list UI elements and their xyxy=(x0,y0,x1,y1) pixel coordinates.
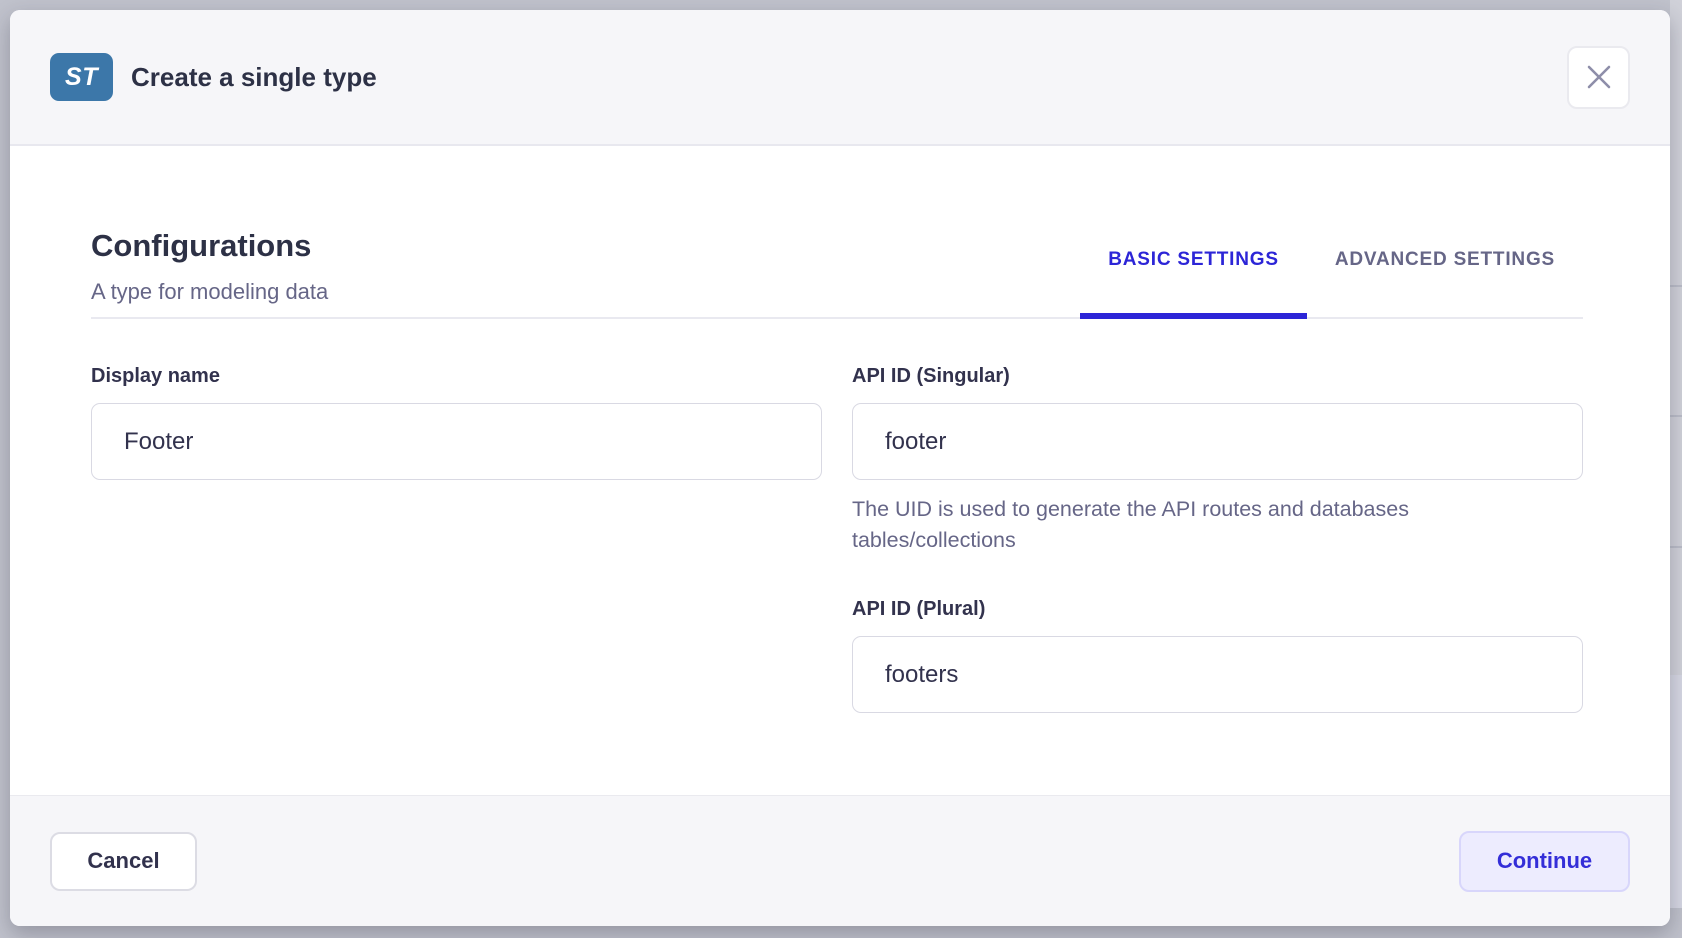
background-row-divider xyxy=(1670,285,1682,287)
configurations-form: Display name API ID (Singular) The UID i… xyxy=(91,365,1583,713)
single-type-badge-icon: ST xyxy=(50,53,113,101)
api-id-singular-field: API ID (Singular) The UID is used to gen… xyxy=(852,365,1583,556)
api-id-plural-field: API ID (Plural) xyxy=(852,598,1583,713)
close-icon xyxy=(1584,62,1614,92)
section-title: Configurations xyxy=(91,228,312,263)
tab-advanced-settings[interactable]: ADVANCED SETTINGS xyxy=(1334,249,1555,270)
display-name-label: Display name xyxy=(91,365,220,387)
background-page-edge-bottom xyxy=(1670,908,1682,938)
api-id-singular-label: API ID (Singular) xyxy=(852,365,1010,387)
create-single-type-modal: ST Create a single type Configurations A… xyxy=(10,10,1670,926)
api-id-plural-input[interactable] xyxy=(852,636,1583,713)
background-row-divider xyxy=(1670,546,1682,548)
display-name-field: Display name xyxy=(91,365,822,480)
modal-body: Configurations A type for modeling data … xyxy=(10,146,1670,795)
tab-basic-settings[interactable]: BASIC SETTINGS xyxy=(1080,218,1307,319)
configurations-titles: Configurations A type for modeling data xyxy=(91,218,328,317)
section-subtitle: A type for modeling data xyxy=(91,279,329,304)
background-page-edge xyxy=(1670,0,1682,938)
configurations-header: Configurations A type for modeling data … xyxy=(91,218,1583,319)
form-right-column: API ID (Singular) The UID is used to gen… xyxy=(852,365,1583,713)
api-id-singular-input[interactable] xyxy=(852,403,1583,480)
display-name-input[interactable] xyxy=(91,403,822,480)
settings-tabs: BASIC SETTINGS ADVANCED SETTINGS xyxy=(1080,218,1583,319)
modal-header: ST Create a single type xyxy=(10,10,1670,146)
api-id-singular-hint: The UID is used to generate the API rout… xyxy=(852,497,1409,552)
modal-title: Create a single type xyxy=(131,61,377,92)
api-id-plural-label: API ID (Plural) xyxy=(852,598,986,620)
close-button[interactable] xyxy=(1567,45,1630,109)
background-row-divider xyxy=(1670,415,1682,417)
form-left-column: Display name xyxy=(91,365,822,713)
continue-button[interactable]: Continue xyxy=(1459,830,1630,892)
cancel-button[interactable]: Cancel xyxy=(50,831,197,891)
background-row-highlight xyxy=(1670,675,1682,908)
modal-footer: Cancel Continue xyxy=(10,795,1670,926)
